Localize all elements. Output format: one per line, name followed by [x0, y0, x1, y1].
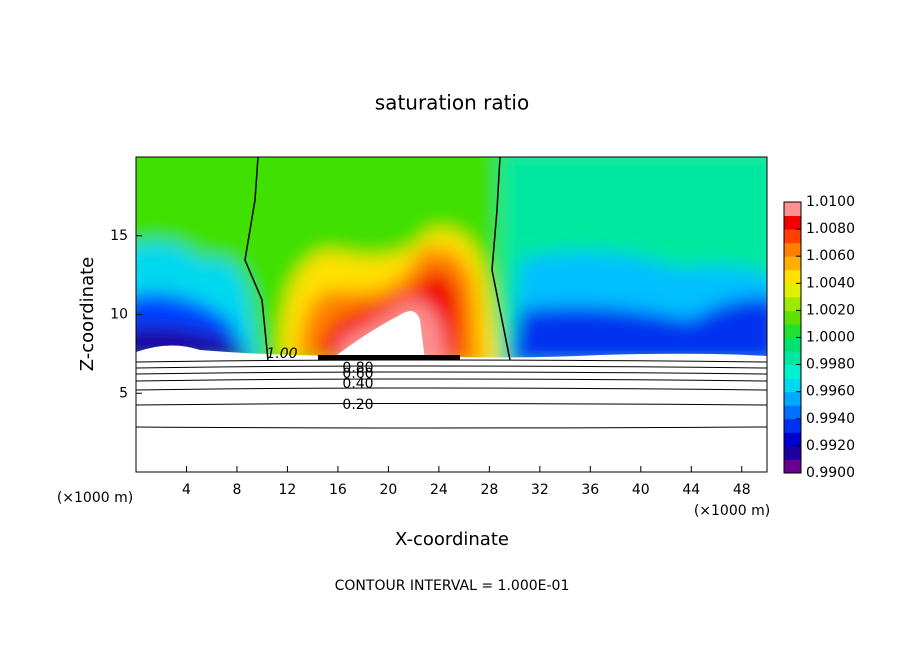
y-tick-label: 15: [110, 228, 128, 244]
x-tick-label: 24: [430, 482, 448, 498]
footnote: CONTOUR INTERVAL = 1.000E-01: [335, 578, 570, 594]
x-tick-label: 16: [329, 482, 347, 498]
colorbar-band: [784, 432, 801, 447]
contour-label: 0.80: [342, 360, 373, 376]
colorbar-tick-label: 1.0020: [806, 302, 855, 318]
colorbar-tick-label: 0.9960: [806, 384, 855, 400]
colorbar-band: [784, 296, 801, 311]
colorbar-tick-label: 1.0000: [806, 330, 855, 346]
colorbar-band: [784, 445, 801, 460]
colorbar-band: [784, 229, 801, 244]
colorbar-band: [784, 405, 801, 420]
colorbar-band: [784, 256, 801, 271]
x-tick-label: 32: [531, 482, 549, 498]
colorbar-band: [784, 459, 801, 474]
colorbar-band: [784, 269, 801, 284]
colorbar-band: [784, 310, 801, 325]
colorbar-band: [784, 215, 801, 230]
colorbar-band: [784, 391, 801, 406]
x-tick-label: 28: [480, 482, 498, 498]
contour-label: 0.20: [342, 397, 373, 413]
colorbar-band: [784, 364, 801, 379]
y-tick-label: 5: [119, 385, 128, 401]
colorbar-band: [784, 202, 801, 217]
x-tick-label: 44: [682, 482, 700, 498]
colorbar-tick-label: 0.9940: [806, 411, 855, 427]
x-unit: (×1000 m): [694, 503, 770, 519]
colorbar-tick-label: 1.0060: [806, 248, 855, 264]
colorbar-tick-label: 1.0040: [806, 275, 855, 291]
colorbar-tick-label: 0.9920: [806, 438, 855, 454]
x-tick-label: 4: [182, 482, 191, 498]
colorbar-band: [784, 418, 801, 433]
y-axis-title: Z-coordinate: [77, 257, 98, 372]
colorbar-band: [784, 378, 801, 393]
colorbar-tick-label: 1.0080: [806, 221, 855, 237]
colorbar-tick-label: 1.0100: [806, 194, 855, 210]
colorbar-band: [784, 337, 801, 352]
chart-title: saturation ratio: [375, 91, 529, 115]
y-tick-label: 10: [110, 307, 128, 323]
x-tick-label: 20: [379, 482, 397, 498]
contour-label: 0.60: [342, 366, 373, 382]
field: [136, 157, 767, 472]
colorbar-tick-label: 0.9980: [806, 357, 855, 373]
x-unit: (×1000 m): [57, 490, 133, 506]
colorbar-band: [784, 323, 801, 338]
colorbar-band: [784, 283, 801, 298]
colorbar-band: [784, 242, 801, 257]
x-tick-label: 40: [632, 482, 650, 498]
colorbar-tick-label: 0.9900: [806, 465, 855, 481]
x-tick-label: 8: [232, 482, 241, 498]
x-axis-title: X-coordinate: [395, 529, 509, 550]
contour-label: 1.00: [266, 346, 297, 362]
contour-label: 0.40: [342, 376, 373, 392]
x-tick-label: 48: [733, 482, 751, 498]
x-tick-label: 12: [279, 482, 297, 498]
x-tick-label: 36: [581, 482, 599, 498]
colorbar-band: [784, 351, 801, 366]
